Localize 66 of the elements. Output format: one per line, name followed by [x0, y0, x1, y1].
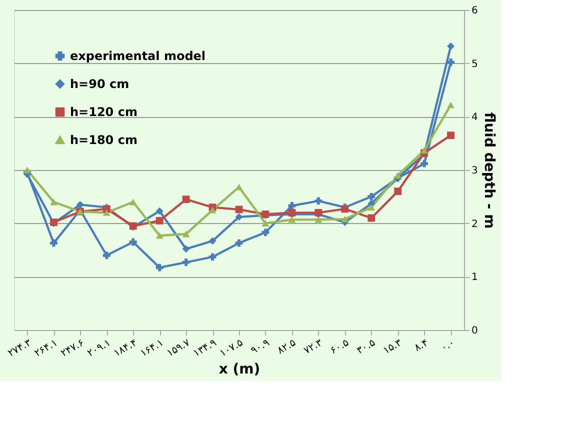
point — [288, 216, 296, 223]
legend-label: h=120 cm — [70, 105, 138, 119]
point — [394, 188, 402, 196]
point — [102, 209, 110, 216]
y-tick-label: 2 — [472, 218, 478, 230]
x-tick-label: ۳۰.۵ — [355, 338, 378, 357]
legend-label: experimental model — [70, 49, 206, 63]
x-tick-label: ۲۶۴.۱ — [32, 338, 60, 360]
x-tick-label: ۶۰.۵ — [328, 338, 351, 357]
y-tick-label: 5 — [472, 58, 478, 70]
x-tick-label: ۸.۴ — [412, 338, 430, 354]
point — [235, 239, 243, 247]
x-tick-label: ۲۴۷.۶ — [59, 338, 86, 360]
point — [102, 252, 110, 260]
point — [447, 102, 454, 108]
point — [50, 239, 58, 247]
point — [288, 202, 296, 210]
point — [314, 216, 322, 223]
x-tick-label: ۱۵۹.۷ — [165, 337, 193, 360]
point — [156, 216, 164, 224]
point — [156, 264, 164, 272]
point — [420, 147, 428, 154]
point — [129, 238, 137, 246]
point — [182, 196, 190, 204]
x-tick-label: ۰.۰ — [439, 338, 457, 354]
point — [368, 214, 376, 222]
point — [341, 216, 349, 222]
legend-label: h=90 cm — [70, 77, 130, 91]
y-tick-label: 3 — [472, 166, 478, 176]
point — [368, 204, 376, 211]
point — [156, 207, 164, 215]
point — [129, 198, 137, 206]
y-tick-label: 4 — [472, 112, 478, 124]
y-tick-label: 0 — [472, 326, 478, 336]
x-axis-title: x (m) — [218, 361, 260, 378]
x-tick-label: ۷۲.۳ — [302, 337, 325, 357]
point — [182, 230, 190, 238]
point — [420, 160, 428, 168]
point — [182, 258, 190, 266]
x-tick-label: ۲۷۴.۳ — [6, 337, 34, 360]
y-axis-title: fluid depth - m — [480, 112, 497, 229]
point — [314, 197, 322, 205]
legend-label: h=180 cm — [70, 133, 138, 147]
x-tick-label: ۱۰۷.۵ — [218, 338, 245, 360]
x-tick-label: ۸۲.۵ — [276, 338, 298, 357]
point — [447, 42, 454, 50]
point — [262, 220, 270, 227]
point — [262, 228, 270, 236]
point — [182, 245, 190, 253]
point — [156, 232, 164, 239]
point — [394, 172, 402, 179]
x-tick-label: ۱۵.۳ — [382, 337, 404, 357]
point — [50, 198, 58, 206]
y-tick-label: 6 — [472, 6, 478, 16]
point — [447, 132, 454, 140]
y-tick-label: 1 — [472, 272, 478, 284]
x-tick-label: ۱۶۴.۱ — [138, 338, 166, 360]
x-tick-label: ۲۰۹.۱ — [86, 338, 113, 360]
x-tick-label: ۱۳۴.۹ — [192, 338, 219, 360]
x-tick-label: ۹۰.۹ — [249, 338, 272, 357]
point — [368, 192, 376, 200]
point — [24, 166, 31, 174]
point — [235, 213, 243, 221]
x-tick-label: ۱۸۴.۴ — [112, 338, 140, 360]
point — [208, 237, 216, 245]
point — [208, 253, 216, 261]
